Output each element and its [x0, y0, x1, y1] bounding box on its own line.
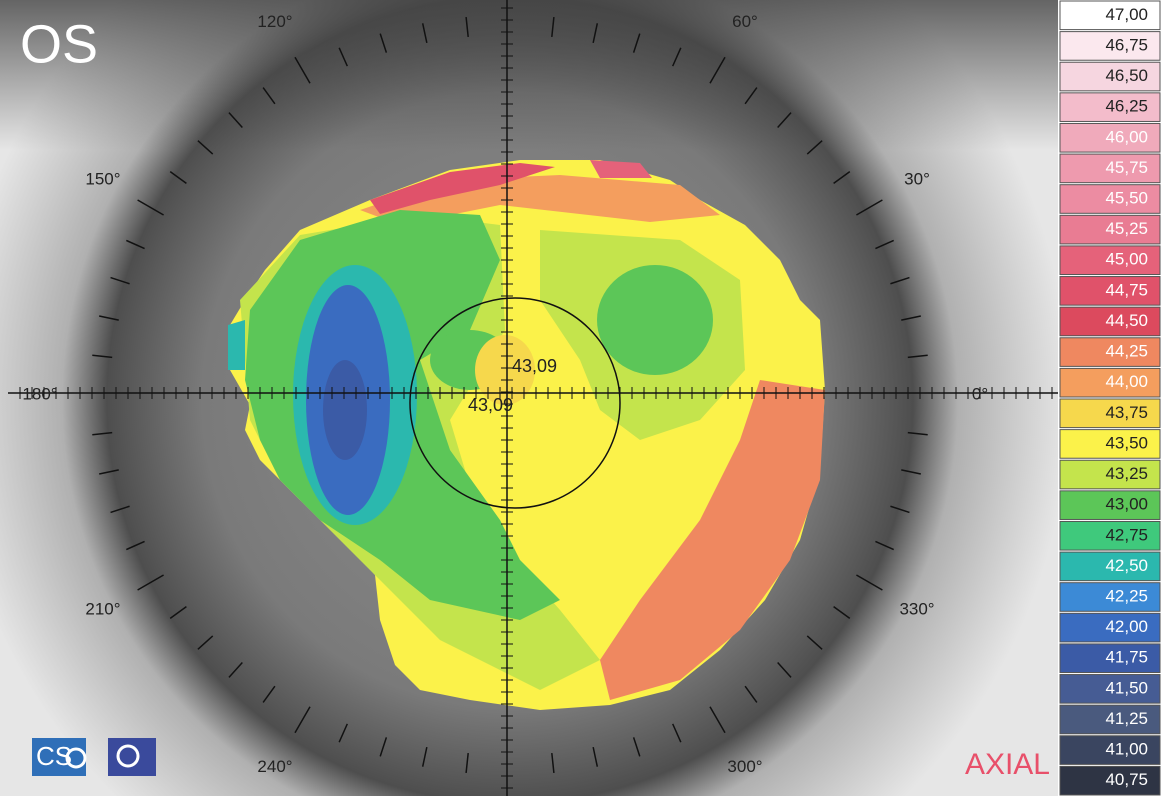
scale-label: 46,50 — [1105, 66, 1148, 85]
topography-screen: 47,00 46,75 46,50 46,25 46,00 45,75 45,50 45,25… — [0, 0, 1163, 796]
center-value: 43,09 — [468, 395, 513, 415]
scale-label: 46,75 — [1105, 35, 1148, 54]
scale-label: 42,75 — [1105, 525, 1148, 544]
angle-label: 120° — [257, 12, 292, 31]
scale-label: 42,50 — [1105, 556, 1148, 575]
scale-label: 41,25 — [1105, 709, 1148, 728]
scale-label: 42,25 — [1105, 586, 1148, 605]
map-type: AXIAL — [965, 748, 1050, 781]
angle-label: 60° — [732, 12, 758, 31]
scale-label: 47,00 — [1105, 5, 1148, 24]
scale-label: 45,00 — [1105, 250, 1148, 269]
scale-label: 46,00 — [1105, 127, 1148, 146]
scale-label: 41,50 — [1105, 678, 1148, 697]
center-value: 43,09 — [512, 356, 557, 376]
scale-label: 42,00 — [1105, 617, 1148, 636]
scale-label: 45,25 — [1105, 219, 1148, 238]
topography-view: 47,00 46,75 46,50 46,25 46,00 45,75 45,50 45,25… — [0, 0, 1163, 796]
angle-label: 180° — [22, 384, 57, 403]
angle-label: 300° — [727, 757, 762, 776]
angle-label: 210° — [85, 599, 120, 618]
scale-label: 44,25 — [1105, 342, 1148, 361]
angle-label: 30° — [904, 169, 930, 188]
scale-label: 41,00 — [1105, 740, 1148, 759]
angle-label: 150° — [85, 169, 120, 188]
scale-label: 45,50 — [1105, 188, 1148, 207]
logo-box — [108, 738, 156, 776]
scale-label: 40,75 — [1105, 770, 1148, 789]
scale-label: 43,00 — [1105, 495, 1148, 514]
scale-label: 43,75 — [1105, 403, 1148, 422]
angle-label: 0° — [972, 384, 988, 403]
color-scale: 47,00 46,75 46,50 46,25 46,00 45,75 45,50 45,25… — [1060, 1, 1160, 795]
scale-label: 44,75 — [1105, 280, 1148, 299]
eyelashes — [0, 0, 1058, 150]
scale-label: 44,50 — [1105, 311, 1148, 330]
scale-label: 46,25 — [1105, 97, 1148, 116]
scale-label: 43,25 — [1105, 464, 1148, 483]
angle-label: 240° — [257, 757, 292, 776]
scale-label: 43,50 — [1105, 433, 1148, 452]
eye-label: OS — [20, 14, 98, 74]
scale-label: 41,75 — [1105, 648, 1148, 667]
angle-label: 330° — [899, 599, 934, 618]
scale-label: 44,00 — [1105, 372, 1148, 391]
scale-label: 45,75 — [1105, 158, 1148, 177]
